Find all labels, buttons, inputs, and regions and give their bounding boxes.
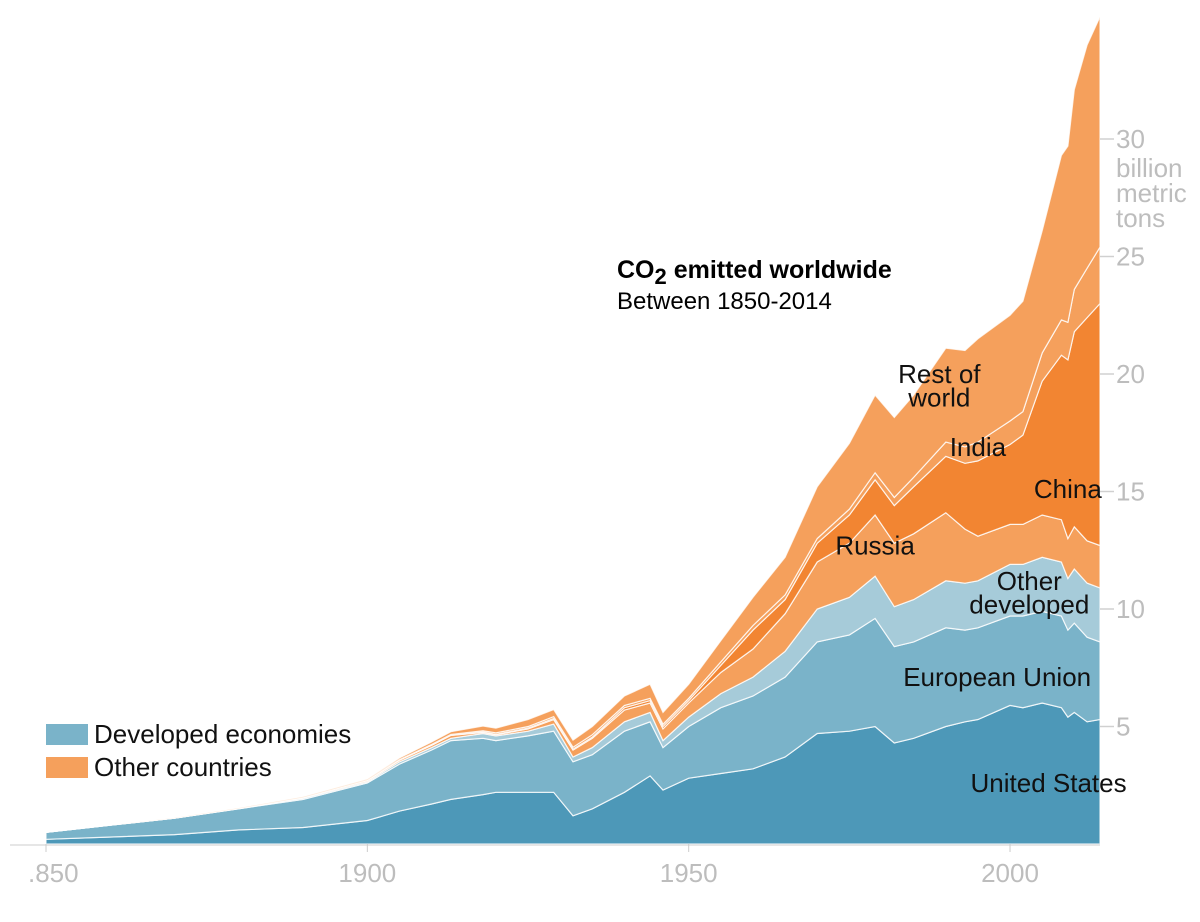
title-subscript: 2: [654, 264, 667, 289]
title-prefix: CO: [617, 256, 655, 284]
series-label-rest-of-world-line-2: world: [907, 383, 970, 413]
y-unit-label-line-1: billion: [1116, 153, 1183, 183]
series-label-united-states: United States: [971, 768, 1127, 798]
chart-title-main: CO2 emitted worldwide: [617, 258, 892, 288]
legend-item-other: Other countries: [46, 751, 351, 784]
chart-subtitle: Between 1850-2014: [617, 288, 832, 315]
series-label-russia: Russia: [835, 531, 915, 561]
y-tick-label-15: 15: [1116, 477, 1145, 507]
legend-item-developed: Developed economies: [46, 718, 351, 751]
series-label-india: India: [950, 432, 1007, 462]
y-tick-label-10: 10: [1116, 594, 1145, 624]
series-label-other-developed-line-2: developed: [969, 589, 1089, 619]
series-label-china: China: [1034, 474, 1102, 504]
area-rest-of-world: [45, 16, 1101, 833]
y-unit-label-line-2: metric: [1116, 178, 1187, 208]
y-tick-label-25: 25: [1116, 242, 1145, 272]
legend-swatch-developed: [46, 724, 88, 745]
x-tick-label-1850: .850: [28, 858, 79, 888]
y-tick-label-5: 5: [1116, 712, 1130, 742]
x-tick-label-2000: 2000: [981, 858, 1039, 888]
legend-label-other: Other countries: [94, 752, 272, 782]
y-tick-label-20: 20: [1116, 359, 1145, 389]
legend: Developed economies Other countries: [46, 718, 351, 784]
x-tick-label-1900: 1900: [338, 858, 396, 888]
x-axis: .850 1900 1950 2000: [10, 844, 1100, 888]
series-label-european-union: European Union: [903, 662, 1091, 692]
series-label-other-developed-line-1: Other: [997, 566, 1062, 596]
series-label-rest-of-world-line-1: Rest of: [898, 359, 981, 389]
y-tick-label-30: 30: [1116, 124, 1145, 154]
series-labels: United States European Union Otherdevelope…: [835, 359, 1126, 798]
x-tick-label-1950: 1950: [660, 858, 718, 888]
title-suffix: emitted worldwide: [666, 256, 892, 284]
legend-label-developed: Developed economies: [94, 719, 352, 749]
legend-swatch-other: [46, 757, 88, 778]
area-layers: [45, 16, 1101, 845]
chart-title: CO2 emitted worldwide Between 1850-2014: [617, 258, 892, 314]
y-unit-label-line-3: tons: [1116, 203, 1165, 233]
